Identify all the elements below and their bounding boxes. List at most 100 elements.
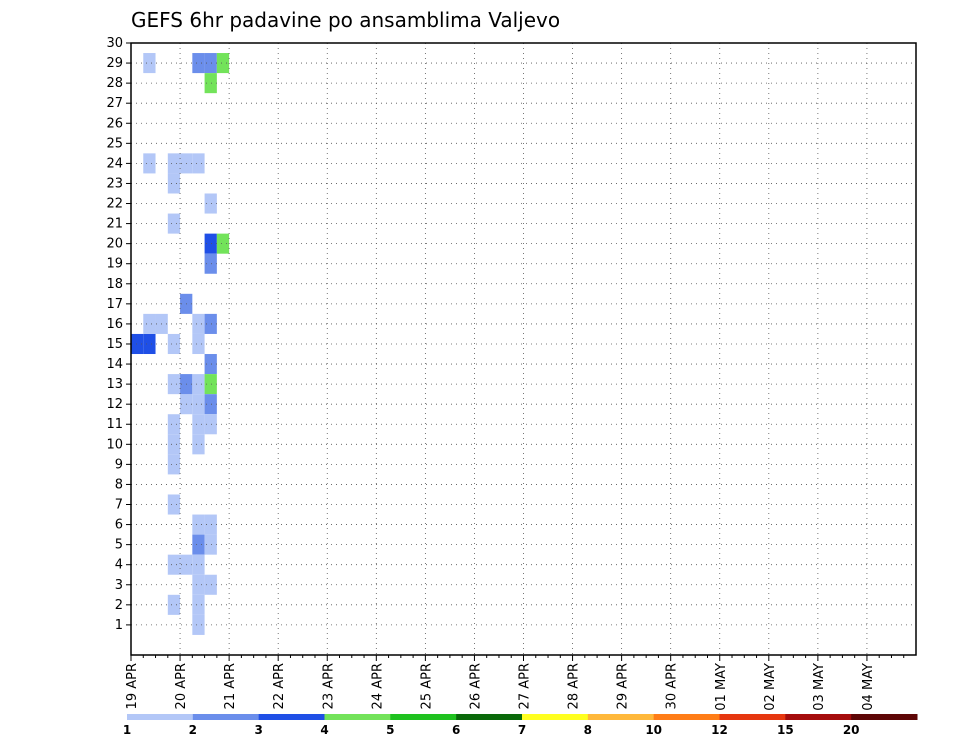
y-tick-label: 15 <box>106 337 123 352</box>
y-tick-label: 23 <box>106 176 123 191</box>
y-tick-label: 5 <box>115 538 123 553</box>
colorbar-label: 4 <box>320 723 328 737</box>
x-tick-label: 20 APR <box>174 663 189 709</box>
heatmap-cell <box>192 394 205 415</box>
y-tick-label: 17 <box>106 297 123 312</box>
x-tick-label: 24 APR <box>370 663 385 709</box>
colorbar-label: 20 <box>843 723 860 737</box>
colorbar-label: 3 <box>254 723 262 737</box>
heatmap-cell <box>204 53 217 74</box>
colorbar-segment <box>851 714 918 720</box>
heatmap-cell <box>143 53 156 74</box>
heatmap-cell <box>167 554 181 575</box>
heatmap-cell <box>192 594 205 615</box>
x-tick-label: 30 APR <box>665 663 680 709</box>
x-tick-label: 27 APR <box>518 663 533 709</box>
heatmap-cell <box>204 354 217 375</box>
heatmap-cell <box>204 394 217 415</box>
colorbar-label: 1 <box>123 723 131 737</box>
y-tick-label: 11 <box>106 417 123 432</box>
heatmap-cell <box>167 333 181 355</box>
x-tick-label: 03 MAY <box>812 663 827 711</box>
heatmap-cell <box>204 193 217 214</box>
heatmap-cell <box>192 333 205 355</box>
y-tick-label: 8 <box>115 477 123 492</box>
y-tick-label: 20 <box>106 237 123 252</box>
heatmap-cell <box>143 153 156 174</box>
y-tick-label: 14 <box>106 357 123 372</box>
x-axis: 19 APR 20 APR 21 APR 22 APR 23 APR 24 APR 25 A… <box>125 655 905 711</box>
y-tick-label: 9 <box>115 457 123 472</box>
heatmap-cell <box>204 73 217 94</box>
heatmap-cell <box>143 313 156 334</box>
x-tick-label: 28 APR <box>567 663 582 709</box>
heatmap-cell <box>167 414 181 435</box>
colorbar-segment <box>719 714 786 720</box>
heatmap-cell <box>204 534 217 555</box>
colorbar-label: 2 <box>189 723 197 737</box>
heatmap-cell <box>167 434 181 455</box>
y-tick-label: 1 <box>115 618 123 633</box>
y-tick-label: 19 <box>106 257 123 272</box>
heatmap-cell <box>192 53 205 74</box>
y-tick-label: 10 <box>106 437 123 452</box>
y-tick-label: 13 <box>106 377 123 392</box>
heatmap-cell <box>204 414 217 435</box>
x-tick-label: 21 APR <box>223 663 238 709</box>
colorbar-segment <box>653 714 720 720</box>
colorbar-label: 12 <box>711 723 728 737</box>
x-tick-label: 02 MAY <box>763 663 778 711</box>
heatmap-cell <box>204 253 217 274</box>
y-tick-label: 4 <box>115 558 123 573</box>
y-tick-label: 29 <box>106 56 123 71</box>
colorbar-segment <box>587 714 655 720</box>
heatmap-cell <box>192 614 205 635</box>
heatmap-cell <box>192 434 205 455</box>
heatmap-cell <box>204 574 217 595</box>
y-tick-label: 6 <box>115 518 123 533</box>
heatmap-cell <box>192 554 205 575</box>
y-axis: 1234567891011121314151617181920212223242… <box>106 36 131 633</box>
y-tick-label: 3 <box>115 578 123 593</box>
colorbar-segment <box>127 714 194 720</box>
heatmap-cell <box>167 153 181 174</box>
heatmap-cell <box>192 514 205 535</box>
colorbar-segment <box>785 714 852 720</box>
colorbar-segment <box>258 714 325 720</box>
x-tick-label: 25 APR <box>419 663 434 709</box>
colorbar-segment <box>456 714 523 720</box>
heatmap-cell <box>192 534 205 555</box>
heatmap-cells <box>131 53 230 635</box>
heatmap-cell <box>167 213 181 234</box>
y-tick-label: 25 <box>106 136 123 151</box>
y-tick-label: 7 <box>115 498 123 513</box>
colorbar-label: 7 <box>518 723 526 737</box>
heatmap-cell <box>192 414 205 435</box>
heatmap-cell <box>204 374 217 395</box>
colorbar-segment <box>390 714 457 720</box>
heatmap-cell <box>167 454 181 475</box>
colorbar-segment <box>324 714 391 720</box>
x-tick-label: 01 MAY <box>714 663 729 711</box>
heatmap-cell <box>167 173 181 194</box>
colorbar: 1 2 3 4 5 6 7 8 10 12 15 20 <box>123 714 918 737</box>
heatmap-cell <box>204 313 217 334</box>
heatmap-cell <box>167 374 181 395</box>
x-tick-label: 29 APR <box>616 663 631 709</box>
y-tick-label: 2 <box>115 598 123 613</box>
chart-title: GEFS 6hr padavine po ansamblima Valjevo <box>131 8 560 32</box>
y-tick-label: 22 <box>106 197 123 212</box>
x-tick-label: 26 APR <box>468 663 483 709</box>
y-tick-label: 18 <box>106 277 123 292</box>
colorbar-label: 8 <box>584 723 592 737</box>
y-tick-label: 12 <box>106 397 123 412</box>
x-tick-label: 19 APR <box>125 663 140 709</box>
heatmap-cell <box>143 333 156 355</box>
y-tick-label: 28 <box>106 76 123 91</box>
x-tick-label: 22 APR <box>272 663 287 709</box>
colorbar-label: 6 <box>452 723 460 737</box>
colorbar-label: 15 <box>777 723 794 737</box>
colorbar-label: 10 <box>645 723 662 737</box>
heatmap-cell <box>192 153 205 174</box>
